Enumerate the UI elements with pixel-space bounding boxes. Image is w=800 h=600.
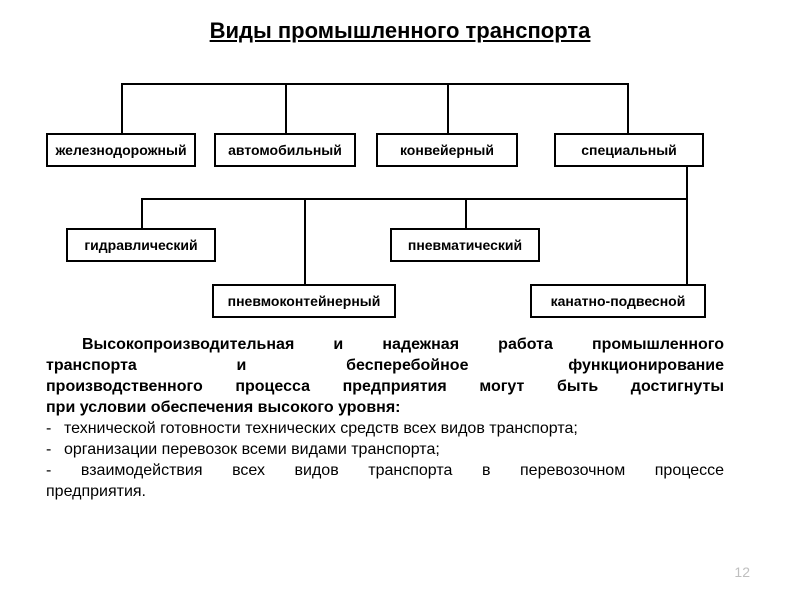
page-title: Виды промышленного транспорта	[0, 18, 800, 44]
node-conveyor: конвейерный	[376, 133, 518, 167]
node-cable-suspended: канатно-подвесной	[530, 284, 706, 318]
para-line: производственного процесса предприятия м…	[46, 376, 724, 397]
node-special: специальный	[554, 133, 704, 167]
para-line: транспорта и бесперебойное функционирова…	[46, 355, 724, 376]
connector-line	[121, 83, 123, 133]
para-line: Высокопроизводительная и надежная работа…	[46, 334, 724, 355]
connector-line	[141, 198, 688, 200]
bullet-item: - взаимодействия всех видов транспорта в…	[46, 460, 724, 481]
connector-line	[121, 83, 629, 85]
page-number: 12	[734, 564, 750, 580]
para-line: при условии обеспечения высокого уровня:	[46, 397, 400, 418]
node-automobile: автомобильный	[214, 133, 356, 167]
connector-line	[304, 198, 306, 284]
connector-line	[627, 83, 629, 133]
bullet-item-continuation: предприятия.	[46, 481, 724, 502]
node-pneumo-container: пневмоконтейнерный	[212, 284, 396, 318]
connector-line	[447, 83, 449, 133]
connector-line	[686, 167, 688, 284]
bullet-item: технической готовности технических средс…	[46, 418, 724, 439]
node-pneumatic: пневматический	[390, 228, 540, 262]
node-hydraulic: гидравлический	[66, 228, 216, 262]
bullet-list: технической готовности технических средс…	[46, 418, 724, 502]
connector-line	[141, 198, 143, 228]
node-railway: железнодорожный	[46, 133, 196, 167]
bullet-item: организации перевозок всеми видами транс…	[46, 439, 724, 460]
connector-line	[465, 198, 467, 228]
connector-line	[285, 83, 287, 133]
